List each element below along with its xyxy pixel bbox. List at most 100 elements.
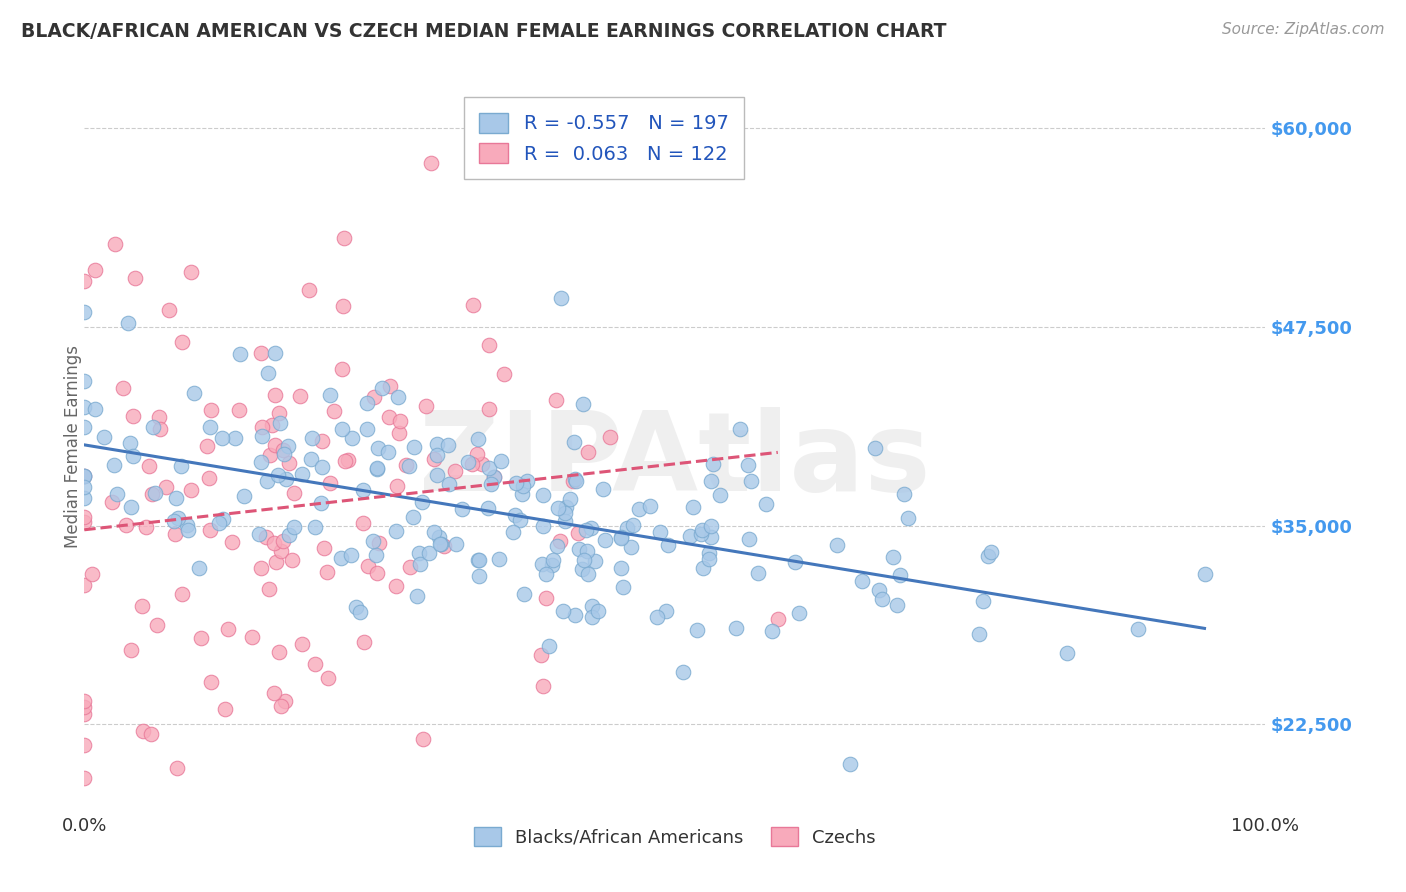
Point xyxy=(610,530,633,544)
Point xyxy=(349,606,371,620)
Point xyxy=(367,441,389,455)
Point xyxy=(356,396,378,410)
Point xyxy=(737,458,759,472)
Point xyxy=(1126,622,1149,636)
Point xyxy=(512,479,534,493)
Point xyxy=(208,516,231,530)
Point xyxy=(420,155,443,169)
Point xyxy=(333,230,356,244)
Point xyxy=(385,479,408,493)
Point xyxy=(267,645,290,659)
Point xyxy=(269,416,291,430)
Point xyxy=(73,699,96,714)
Point xyxy=(291,467,314,482)
Point xyxy=(870,592,893,607)
Point xyxy=(336,453,359,467)
Point xyxy=(332,299,354,313)
Point xyxy=(576,567,599,582)
Point xyxy=(531,679,554,693)
Point xyxy=(73,374,96,388)
Point xyxy=(104,237,127,252)
Point xyxy=(657,538,679,552)
Point xyxy=(384,579,406,593)
Point xyxy=(478,338,501,352)
Point xyxy=(73,515,96,529)
Point xyxy=(270,544,292,558)
Point xyxy=(406,589,429,603)
Point xyxy=(546,539,568,553)
Point xyxy=(131,599,153,613)
Point xyxy=(534,591,557,605)
Point xyxy=(180,483,202,497)
Point xyxy=(180,265,202,279)
Point xyxy=(700,474,723,488)
Point xyxy=(229,347,252,361)
Point xyxy=(503,508,526,523)
Point xyxy=(851,574,873,589)
Point xyxy=(599,430,621,444)
Point xyxy=(274,693,297,707)
Point xyxy=(304,657,326,671)
Point xyxy=(468,568,491,582)
Point xyxy=(269,406,291,420)
Point xyxy=(340,432,363,446)
Point xyxy=(211,431,233,445)
Point xyxy=(738,533,761,547)
Point xyxy=(263,535,285,549)
Point xyxy=(273,447,295,461)
Point xyxy=(344,599,367,614)
Point xyxy=(73,401,96,415)
Point xyxy=(865,441,887,455)
Point xyxy=(418,546,440,560)
Point xyxy=(586,604,609,618)
Point xyxy=(610,531,633,545)
Point xyxy=(221,535,243,549)
Point xyxy=(378,378,401,392)
Point xyxy=(260,417,283,432)
Point xyxy=(897,511,920,525)
Point xyxy=(73,469,96,483)
Point xyxy=(138,459,160,474)
Point xyxy=(148,409,170,424)
Point xyxy=(177,523,200,537)
Point xyxy=(551,604,574,618)
Point xyxy=(73,707,96,722)
Point xyxy=(311,459,333,474)
Point xyxy=(450,501,472,516)
Point xyxy=(977,549,1000,564)
Point xyxy=(228,403,250,417)
Point xyxy=(100,494,122,508)
Point xyxy=(972,594,994,608)
Point xyxy=(402,440,425,454)
Point xyxy=(554,514,576,528)
Point xyxy=(73,480,96,494)
Point xyxy=(572,397,595,411)
Point xyxy=(141,487,163,501)
Point xyxy=(766,611,789,625)
Text: ZIPAtlas: ZIPAtlas xyxy=(419,407,931,514)
Point xyxy=(291,637,314,651)
Point xyxy=(73,305,96,319)
Point xyxy=(122,409,145,424)
Point xyxy=(200,675,222,690)
Point xyxy=(471,457,494,471)
Point xyxy=(561,474,583,488)
Point xyxy=(270,698,292,713)
Point xyxy=(612,580,634,594)
Point xyxy=(700,519,723,533)
Point xyxy=(240,630,263,644)
Point xyxy=(118,436,141,450)
Point xyxy=(353,635,375,649)
Point xyxy=(409,557,432,571)
Point xyxy=(724,621,747,635)
Point xyxy=(283,519,305,533)
Point xyxy=(309,496,332,510)
Point xyxy=(323,404,346,418)
Point xyxy=(427,530,450,544)
Point xyxy=(278,528,301,542)
Point xyxy=(512,587,534,601)
Point xyxy=(457,455,479,469)
Point xyxy=(339,548,361,562)
Point xyxy=(176,518,198,533)
Point xyxy=(547,501,569,516)
